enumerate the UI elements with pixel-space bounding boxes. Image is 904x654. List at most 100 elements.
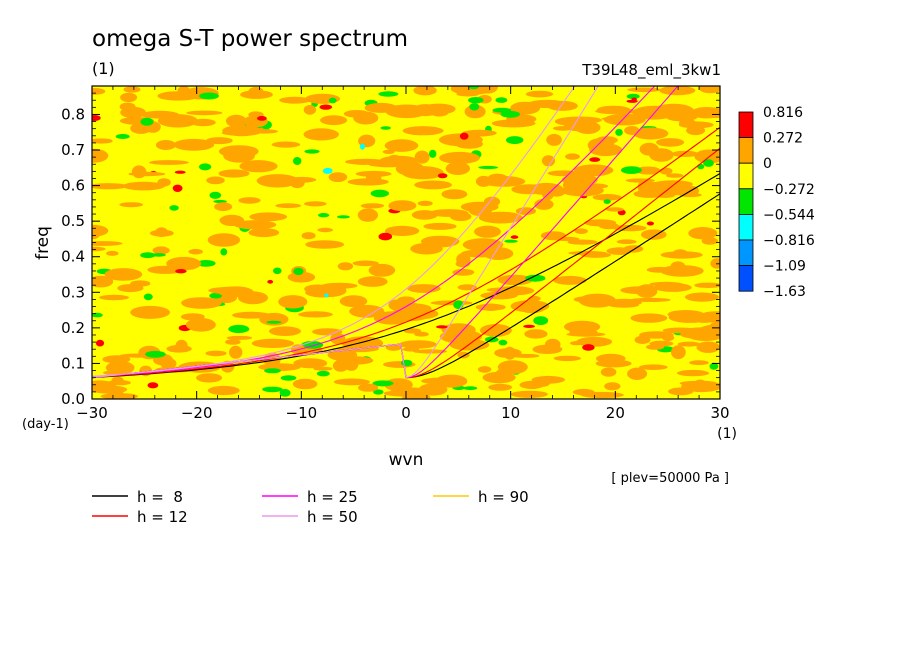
spectrum-blob (152, 246, 170, 255)
spectrum-blob (414, 331, 429, 337)
spectrum-blob (439, 329, 482, 344)
spectrum-blob (461, 249, 499, 258)
legend-label: h = 25 (307, 488, 358, 506)
spectrum-blob (249, 212, 288, 222)
spectrum-blob (368, 263, 396, 277)
spectrum-blob (301, 232, 316, 240)
spectrum-blob (318, 213, 330, 218)
spectrum-blob (605, 298, 642, 307)
spectrum-blob (225, 339, 241, 345)
spectrum-blob (209, 292, 222, 299)
spectrum-blob (694, 282, 720, 288)
spectrum-blob (157, 114, 198, 128)
colorbar-swatch (738, 213, 754, 241)
spectrum-blob (685, 292, 719, 302)
dispersion-curve (92, 173, 720, 379)
colorbar: 0.816 0.272 0 −0.272 −0.544 −0.816 −1.09 −1.63 (738, 105, 815, 300)
dispersion-curve (92, 126, 720, 378)
spectrum-blob (321, 282, 358, 289)
spectrum-blob (525, 274, 546, 282)
spectrum-blob (401, 359, 413, 367)
spectrum-blob (271, 141, 301, 148)
spectrum-blob (402, 126, 444, 136)
spectrum-blob (627, 367, 648, 380)
spectrum-blob (572, 388, 595, 396)
spectrum-blob (635, 166, 661, 175)
spectrum-blob (264, 368, 281, 374)
spectrum-blob (475, 303, 506, 311)
spectrum-blob (218, 169, 250, 178)
spectrum-blob (99, 294, 129, 301)
spectrum-blob (248, 228, 280, 238)
spectrum-blob (175, 269, 187, 274)
spectrum-blob (437, 173, 448, 179)
spectrum-blob (710, 258, 720, 269)
spectrum-blob (533, 316, 549, 326)
spectrum-blob (630, 297, 671, 302)
spectrum-blob (119, 202, 143, 208)
spectrum-blob (107, 380, 131, 386)
spectrum-blob (679, 380, 709, 386)
spectrum-blob (151, 253, 166, 257)
spectrum-blob (251, 338, 295, 348)
spectrum-blob (357, 208, 378, 222)
y-axis-unit: (day-1) (22, 417, 69, 432)
x-axis: −30 −20 −10 0 10 20 30 (76, 86, 730, 422)
spectrum-blob (534, 198, 554, 210)
spectrum-blob (626, 93, 640, 100)
spectrum-blob (226, 335, 253, 340)
spectrum-blob (173, 138, 215, 151)
colorbar-label: 0 (763, 156, 772, 172)
legend-label: h = 90 (478, 488, 529, 506)
legend-label: h = 12 (137, 508, 188, 526)
spectrum-blob (620, 286, 657, 295)
spectrum-blob (293, 358, 328, 369)
spectrum-blob (349, 304, 385, 318)
spectrum-blob (624, 126, 640, 135)
spectrum-blob (412, 349, 448, 354)
spectrum-blob (574, 228, 588, 234)
colorbar-swatch (738, 188, 754, 215)
spectrum-blob (564, 320, 601, 333)
spectrum-blob (450, 212, 472, 222)
spectrum-blob (468, 86, 479, 90)
spectrum-blob (196, 260, 216, 267)
spectrum-blob (709, 362, 719, 370)
spectrum-blob (266, 320, 282, 324)
spectrum-blob (292, 378, 318, 390)
colorbar-label: −0.272 (763, 182, 815, 198)
spectrum-blob (355, 170, 392, 177)
spectrum-blob (676, 107, 694, 113)
spectrum-blob (510, 235, 519, 239)
spectrum-blob (207, 233, 241, 247)
spectrum-blob (623, 245, 644, 253)
spectrum-blob (330, 332, 346, 345)
spectrum-blob (333, 378, 370, 386)
chart-title: omega S-T power spectrum (92, 26, 408, 52)
spectrum-blob (668, 311, 712, 323)
spectrum-blob (352, 260, 379, 267)
spectrum-blob (305, 240, 345, 249)
spectrum-blob (370, 189, 389, 198)
spectrum-blob (659, 167, 673, 175)
spectrum-blob (671, 150, 699, 157)
spectrum-blob (566, 332, 606, 337)
spectrum-blob (677, 341, 701, 347)
y-tick-label: 0.8 (61, 105, 85, 123)
spectrum-blob (360, 143, 365, 150)
spectrum-blob (106, 250, 119, 256)
spectrum-blob (238, 291, 268, 305)
spectrum-blob (546, 133, 562, 146)
spectrum-blob (482, 371, 516, 384)
spectrum-blob (423, 222, 457, 230)
spectrum-blob (188, 248, 203, 255)
spectrum-blob (670, 261, 686, 272)
spectrum-blob (328, 97, 337, 104)
run-label: T39L48_eml_3kw1 (581, 61, 721, 80)
spectrum-blob (689, 360, 709, 366)
spectrum-blob (604, 382, 621, 391)
spectrum-blob (710, 322, 720, 328)
spectrum-blob (531, 375, 565, 384)
colorbar-label: 0.816 (763, 105, 803, 121)
